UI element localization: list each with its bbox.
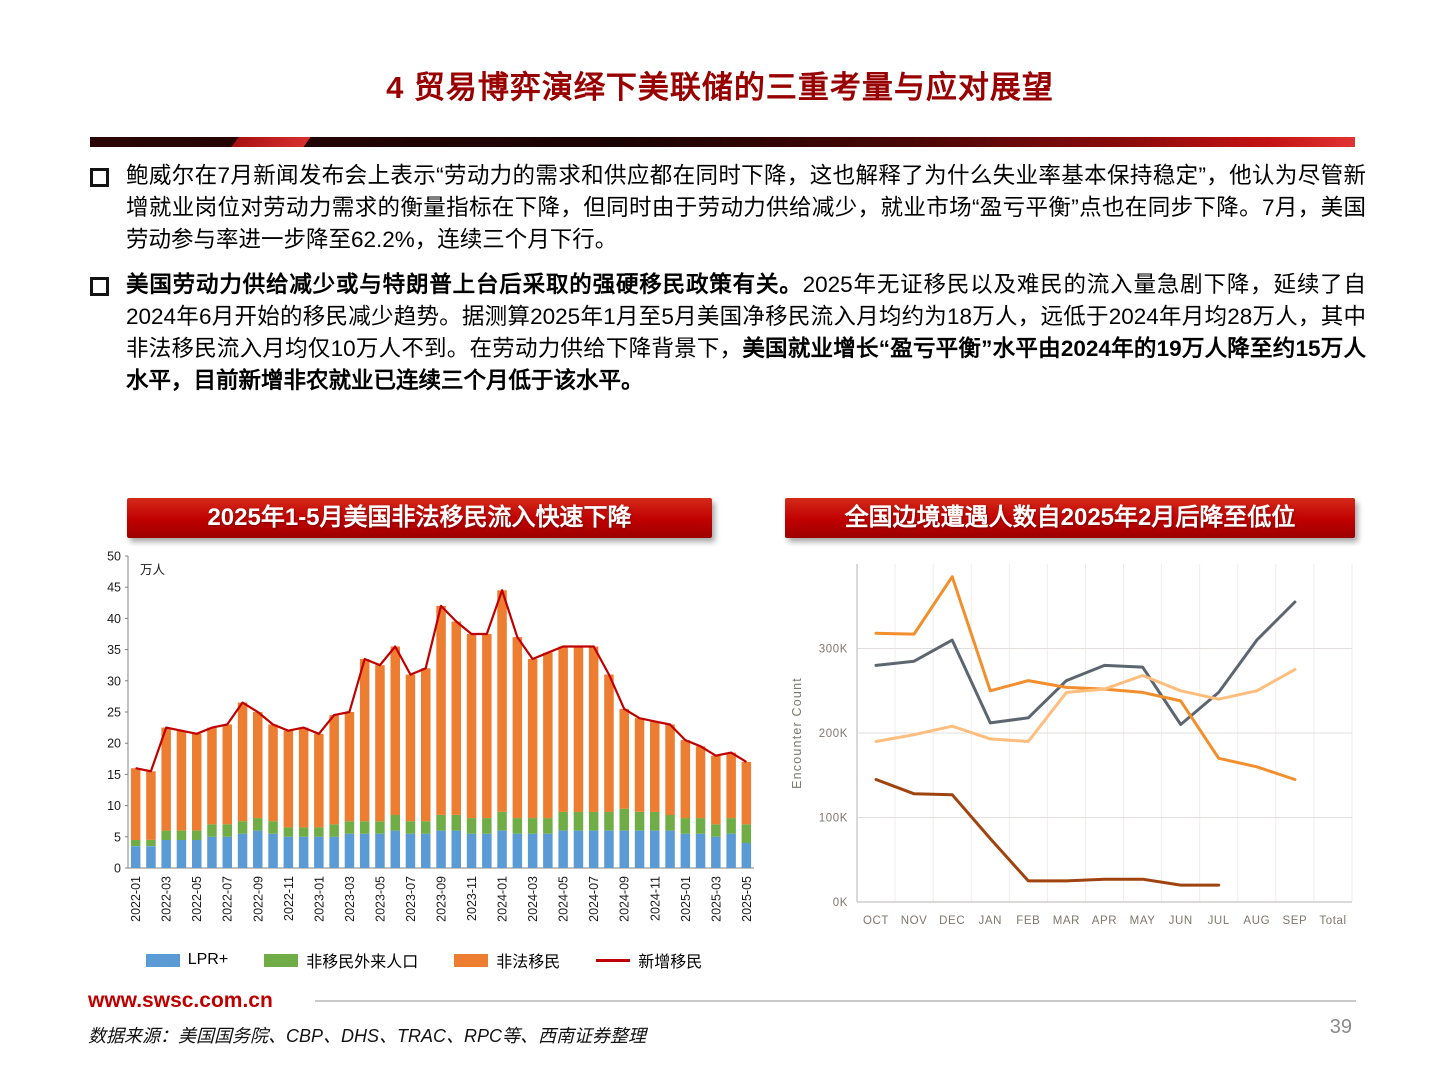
svg-text:OCT: OCT xyxy=(863,915,889,927)
svg-text:JUN: JUN xyxy=(1169,915,1193,927)
svg-text:2023-01: 2023-01 xyxy=(312,876,326,922)
svg-text:MAR: MAR xyxy=(1053,915,1080,927)
legend-line-swatch xyxy=(596,958,631,962)
page-number: 39 xyxy=(1329,1016,1352,1038)
svg-text:JUL: JUL xyxy=(1208,915,1230,927)
data-source-note: 数据来源：美国国务院、CBP、DHS、TRAC、RPC等、西南证券整理 xyxy=(88,1026,647,1046)
svg-text:35: 35 xyxy=(107,643,121,657)
legend-swatch xyxy=(145,953,180,967)
bullet-2-segment-1: 美国劳动力供给减少或与特朗普上台后采取的强硬移民政策有关。 xyxy=(126,272,803,297)
website-link[interactable]: www.swsc.com.cn xyxy=(88,989,273,1012)
svg-text:45: 45 xyxy=(107,581,121,595)
svg-text:2022-05: 2022-05 xyxy=(190,876,204,922)
bullet-item-2: 美国劳动力供给减少或与特朗普上台后采取的强硬移民政策有关。2025年无证移民以及… xyxy=(88,269,1366,397)
svg-text:2025-05: 2025-05 xyxy=(740,876,754,922)
svg-text:2024-05: 2024-05 xyxy=(557,876,571,922)
svg-text:2022-07: 2022-07 xyxy=(221,876,235,922)
svg-text:2022-01: 2022-01 xyxy=(129,876,143,922)
svg-text:5: 5 xyxy=(114,830,121,844)
svg-text:FEB: FEB xyxy=(1016,915,1040,927)
svg-text:300K: 300K xyxy=(819,644,848,656)
svg-text:0: 0 xyxy=(114,862,121,876)
svg-text:2024-03: 2024-03 xyxy=(526,876,540,922)
svg-text:2022-11: 2022-11 xyxy=(282,876,296,921)
immigration-chart-card: 2025年1-5月美国非法移民流入快速下降 0 5 10 15 20 25 30 35 40 45… xyxy=(88,498,760,972)
svg-text:0K: 0K xyxy=(833,897,848,909)
svg-text:AUG: AUG xyxy=(1243,915,1270,927)
bullet-item-1: 鲍威尔在7月新闻发布会上表示“劳动力的需求和供应都在同时下降，这也解释了为什么失… xyxy=(88,160,1366,256)
svg-text:2023-09: 2023-09 xyxy=(435,876,449,922)
svg-text:10: 10 xyxy=(107,799,121,813)
legend-swatch xyxy=(264,953,299,967)
svg-text:Encounter Count: Encounter Count xyxy=(790,677,804,789)
bullet-text-2: 美国劳动力供给减少或与特朗普上台后采取的强硬移民政策有关。2025年无证移民以及… xyxy=(126,269,1366,397)
border-encounters-line-chart: 0K 100K 200K 300K OCT NOV DEC JAN FEB MAR APR MAY JU… xyxy=(790,564,1353,927)
svg-text:2023-11: 2023-11 xyxy=(465,876,479,921)
bullet-square-icon xyxy=(90,277,109,296)
svg-text:40: 40 xyxy=(107,612,121,626)
svg-text:100K: 100K xyxy=(819,813,848,825)
svg-text:2025-01: 2025-01 xyxy=(679,876,693,922)
left-chart-title-banner: 2025年1-5月美国非法移民流入快速下降 xyxy=(127,498,712,538)
svg-text:2024-07: 2024-07 xyxy=(587,876,601,922)
svg-text:Total: Total xyxy=(1319,915,1346,927)
legend-swatch xyxy=(454,953,489,967)
bullet-2-segment-2: 2025年无证移民以及难民的流入量急剧下降，延续了自2024年6月开始的移民减少… xyxy=(126,272,1366,361)
svg-text:25: 25 xyxy=(107,706,121,720)
svg-text:2022-09: 2022-09 xyxy=(251,876,265,922)
svg-text:2024-01: 2024-01 xyxy=(496,876,510,922)
left-chart-legend: LPR+ 非移民外来人口 非法移民 新增移民 xyxy=(88,948,760,972)
bullet-square-icon xyxy=(90,168,109,187)
svg-text:50: 50 xyxy=(107,550,121,564)
legend-item: 非法移民 xyxy=(454,948,560,972)
svg-text:2024-11: 2024-11 xyxy=(648,876,662,921)
svg-text:JAN: JAN xyxy=(979,915,1003,927)
svg-text:2023-07: 2023-07 xyxy=(404,876,418,922)
border-encounters-chart-card: 全国边境遭遇人数自2025年2月后降至低位 0K 100K 200K 300K OCT N… xyxy=(785,498,1360,948)
page-title: 4 贸易博弈演绎下美联储的三重考量与应对展望 xyxy=(386,70,1054,105)
svg-text:2023-03: 2023-03 xyxy=(343,876,357,922)
svg-text:MAY: MAY xyxy=(1130,915,1156,927)
title-divider-bar xyxy=(90,137,1355,147)
bullet-2-segment-3: 美国就业增长“盈亏平衡”水平由2024年的19万人降至约15万人水平，目前新增非… xyxy=(126,336,1366,393)
svg-text:DEC: DEC xyxy=(939,915,965,927)
svg-text:15: 15 xyxy=(107,768,121,782)
svg-text:30: 30 xyxy=(107,674,121,688)
svg-text:NOV: NOV xyxy=(901,915,928,927)
svg-text:2023-05: 2023-05 xyxy=(373,876,387,922)
legend-item: 非移民外来人口 xyxy=(264,948,418,972)
svg-text:万人: 万人 xyxy=(140,563,166,577)
bullet-list: 鲍威尔在7月新闻发布会上表示“劳动力的需求和供应都在同时下降，这也解释了为什么失… xyxy=(88,160,1366,410)
svg-text:SEP: SEP xyxy=(1282,915,1307,927)
svg-text:APR: APR xyxy=(1092,915,1117,927)
bullet-text-1: 鲍威尔在7月新闻发布会上表示“劳动力的需求和供应都在同时下降，这也解释了为什么失… xyxy=(126,160,1366,256)
svg-text:200K: 200K xyxy=(819,728,848,740)
right-chart-title-banner: 全国边境遭遇人数自2025年2月后降至低位 xyxy=(785,498,1355,538)
svg-text:20: 20 xyxy=(107,737,121,751)
footer-divider xyxy=(315,1000,1356,1002)
bullet-1-segment-1: 鲍威尔在7月新闻发布会上表示“劳动力的需求和供应都在同时下降，这也解释了为什么失… xyxy=(126,163,1366,252)
immigration-stacked-bar-chart: 0 5 10 15 20 25 30 35 40 45 50 万人 2022-01 2022-03 2022… xyxy=(107,550,754,922)
legend-item: LPR+ xyxy=(145,951,228,969)
svg-text:2025-03: 2025-03 xyxy=(709,876,723,922)
svg-text:2024-09: 2024-09 xyxy=(618,876,632,922)
legend-item: 新增移民 xyxy=(596,948,702,972)
svg-text:2022-03: 2022-03 xyxy=(160,876,174,922)
